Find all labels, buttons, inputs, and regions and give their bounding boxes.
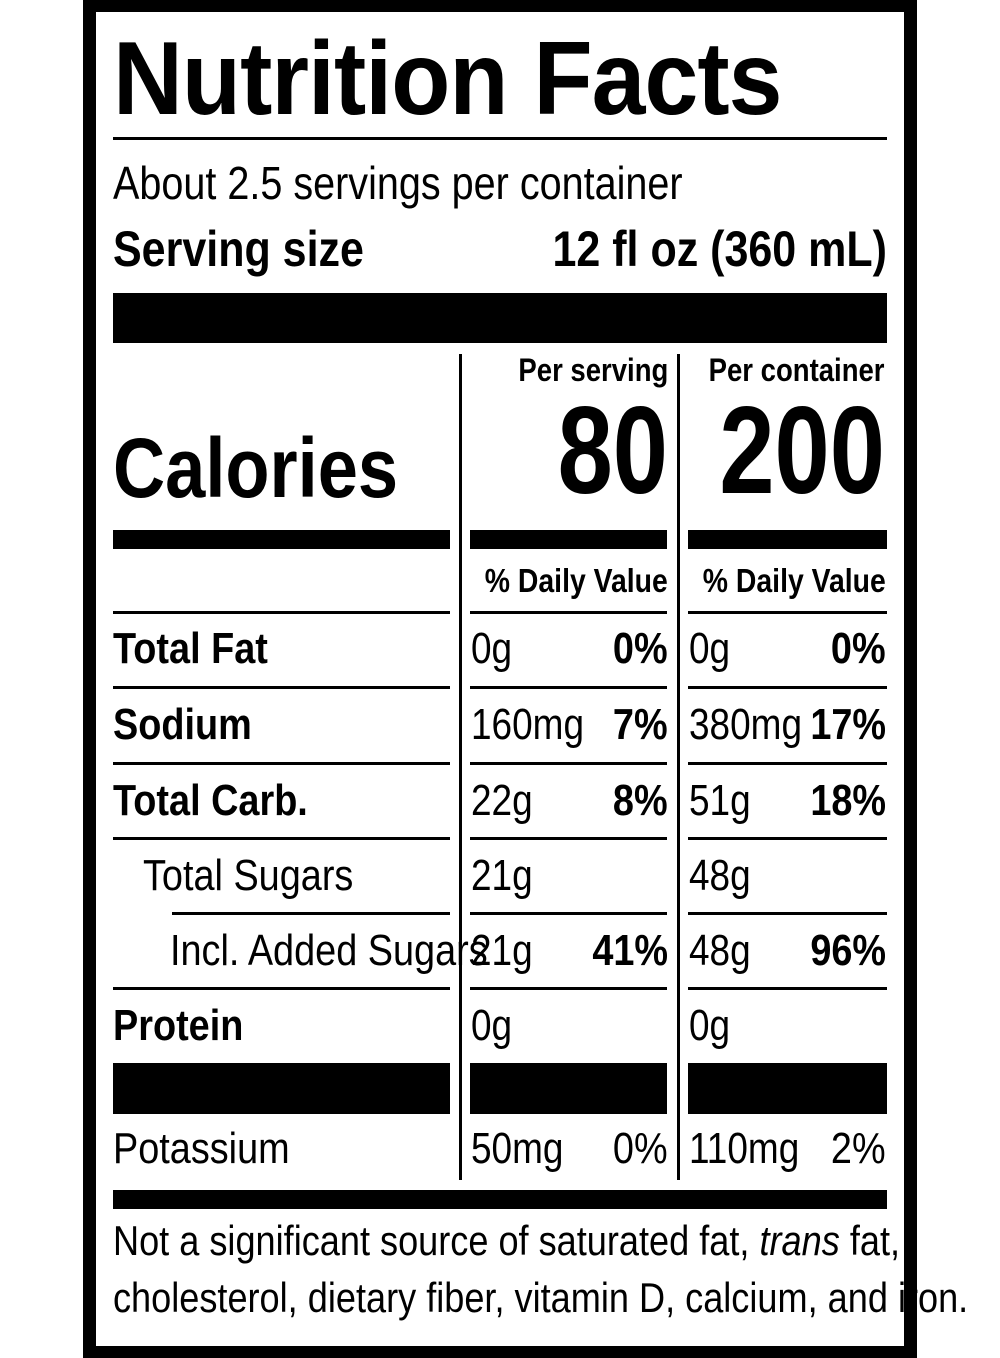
servings-per-container: About 2.5 servings per container: [113, 157, 683, 209]
row-rule: [688, 611, 887, 614]
column-separator: [677, 354, 680, 1180]
serving-amount: 160mg: [471, 700, 585, 749]
container-percent: 17%: [810, 700, 886, 749]
daily-value-header: % Daily Value: [703, 562, 886, 599]
serving-amount: 0g: [471, 1001, 513, 1050]
thick-divider: [688, 1063, 887, 1114]
serving-percent: 0%: [613, 624, 668, 673]
container-percent: 0%: [831, 624, 886, 673]
container-amount: 48g: [689, 926, 751, 975]
row-rule: [172, 912, 450, 915]
container-amount: 0g: [689, 624, 731, 673]
row-rule: [688, 912, 887, 915]
container-amount: 110mg: [689, 1124, 800, 1173]
footnote-line-1: Not a significant source of saturated fa…: [113, 1217, 901, 1264]
serving-percent: 8%: [613, 776, 668, 825]
container-amount: 51g: [689, 776, 751, 825]
row-rule: [470, 837, 667, 840]
footer-bar: [113, 1190, 887, 1209]
container-amount: 48g: [689, 851, 751, 900]
container-amount: 0g: [689, 1001, 731, 1050]
row-rule: [470, 762, 667, 765]
serving-size-label: Serving size: [113, 221, 364, 277]
serving-size-value: 12 fl oz (360 mL): [552, 221, 887, 277]
thick-divider: [470, 1063, 667, 1114]
nutrient-label: Incl. Added Sugars: [170, 926, 488, 975]
column-separator: [459, 354, 462, 1180]
container-percent: 96%: [810, 926, 886, 975]
row-rule: [113, 762, 450, 765]
label-border: [83, 0, 917, 1358]
calories-per-container: 200: [719, 382, 885, 520]
row-rule: [470, 987, 667, 990]
nutrient-label: Sodium: [113, 700, 252, 749]
footnote-line-2: cholesterol, dietary fiber, vitamin D, c…: [113, 1274, 969, 1321]
row-rule: [113, 611, 450, 614]
thick-divider: [113, 293, 887, 343]
row-rule: [113, 837, 450, 840]
serving-percent: 7%: [613, 700, 668, 749]
container-amount: 380mg: [689, 700, 803, 749]
serving-percent: 0%: [613, 1124, 668, 1173]
calories-bar: [688, 530, 887, 549]
thick-divider: [113, 1063, 450, 1114]
container-percent: 2%: [831, 1124, 886, 1173]
serving-percent: 41%: [592, 926, 668, 975]
nutrient-label: Protein: [113, 1001, 244, 1050]
nutrient-label: Total Fat: [113, 624, 268, 673]
label-title: Nutrition Facts: [113, 21, 782, 137]
row-rule: [113, 686, 450, 689]
nutrient-label: Total Sugars: [143, 851, 354, 900]
row-rule: [688, 686, 887, 689]
serving-amount: 22g: [471, 776, 533, 825]
row-rule: [470, 611, 667, 614]
calories-per-serving: 80: [557, 382, 668, 520]
row-rule: [470, 912, 667, 915]
calories-label: Calories: [113, 421, 399, 515]
calories-bar: [113, 530, 450, 549]
divider: [113, 137, 887, 140]
per-serving-header: Per serving: [518, 352, 668, 388]
row-rule: [113, 987, 450, 990]
serving-amount: 50mg: [471, 1124, 564, 1173]
nutrient-label: Potassium: [113, 1124, 290, 1173]
serving-amount: 21g: [471, 926, 533, 975]
row-rule: [688, 987, 887, 990]
serving-amount: 0g: [471, 624, 513, 673]
serving-amount: 21g: [471, 851, 533, 900]
row-rule: [688, 762, 887, 765]
daily-value-header: % Daily Value: [485, 562, 668, 599]
row-rule: [470, 686, 667, 689]
row-rule: [688, 837, 887, 840]
container-percent: 18%: [810, 776, 886, 825]
per-container-header: Per container: [709, 352, 885, 388]
nutrient-label: Total Carb.: [113, 776, 308, 825]
calories-bar: [470, 530, 667, 549]
